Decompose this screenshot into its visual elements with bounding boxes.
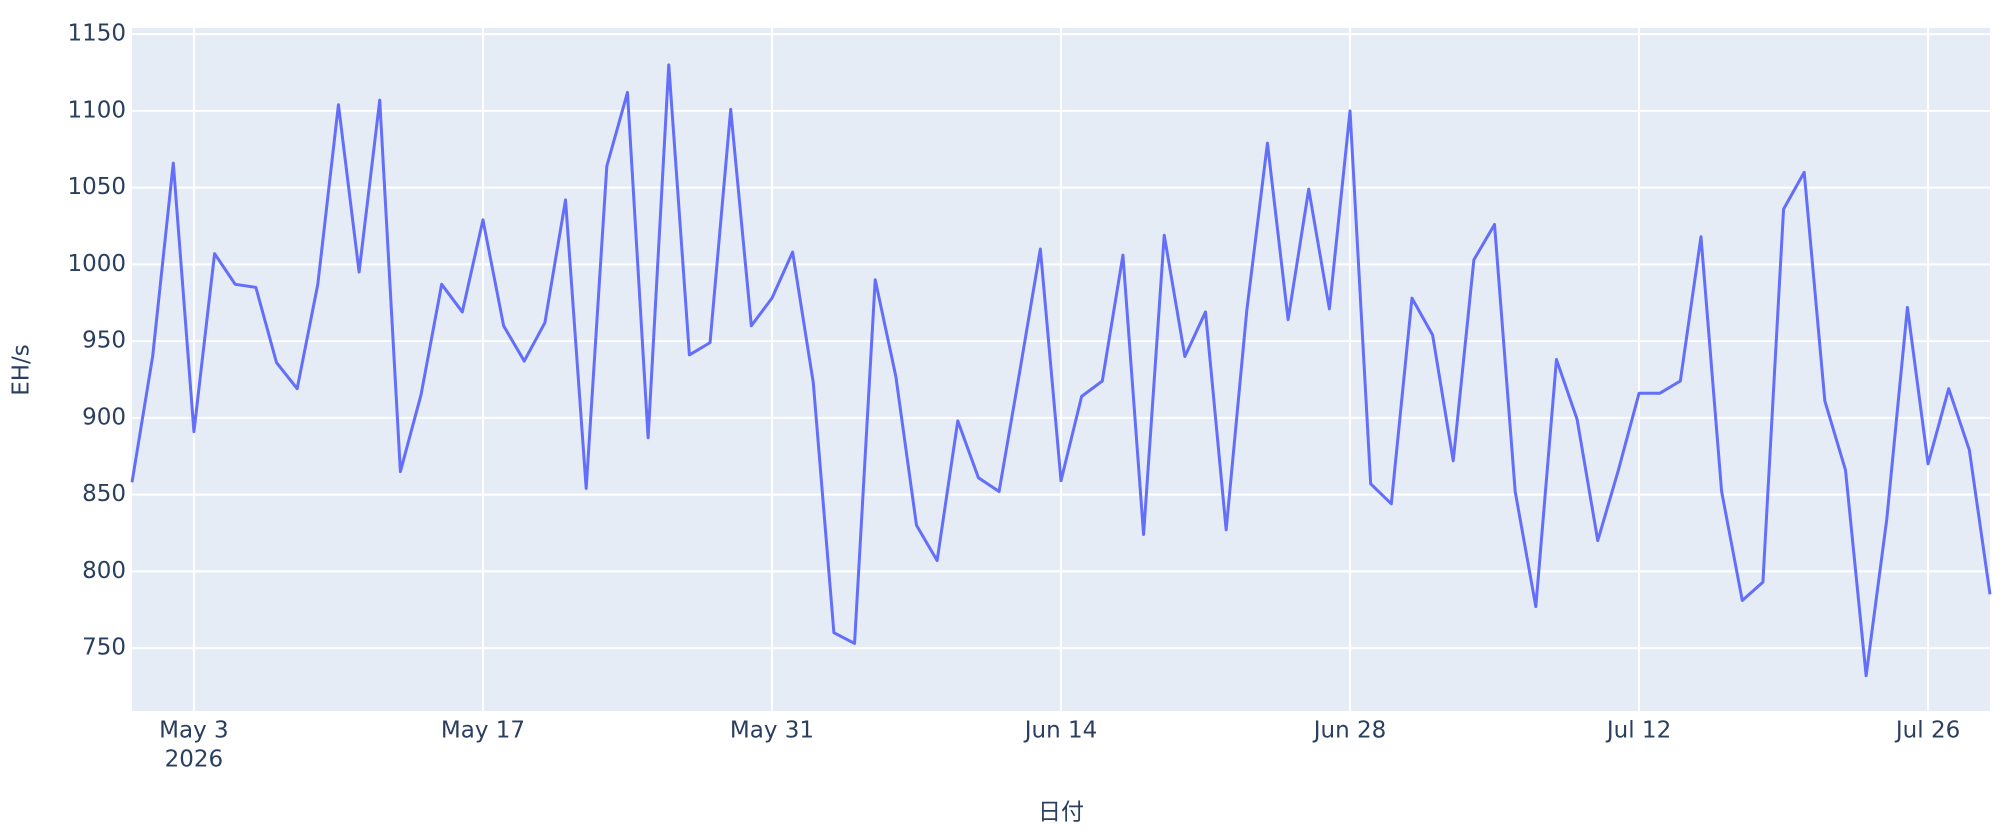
x-tick-label: Jun 28	[1312, 718, 1387, 744]
line-series	[130, 63, 1992, 678]
y-tick-label: 850	[82, 481, 126, 507]
x-axis-title: 日付	[1038, 800, 1084, 826]
x-tick-label: May 17	[441, 718, 525, 744]
y-tick-label: 750	[82, 635, 126, 661]
y-axis-title: EH/s	[9, 344, 35, 396]
x-year-label: 2026	[165, 747, 224, 773]
y-tick-label: 1000	[67, 251, 126, 277]
x-tick-label: Jul 12	[1605, 718, 1671, 744]
y-tick-label: 1100	[67, 97, 126, 123]
x-tick-label: May 3	[159, 718, 229, 744]
x-tick-label: Jul 26	[1894, 718, 1960, 744]
y-tick-label: 900	[82, 404, 126, 430]
y-tick-label: 800	[82, 558, 126, 584]
y-tick-label: 1150	[67, 21, 126, 47]
x-tick-label: May 31	[730, 718, 814, 744]
y-tick-label: 950	[82, 328, 126, 354]
x-tick-label: Jun 14	[1023, 718, 1098, 744]
y-tick-label: 1050	[67, 174, 126, 200]
